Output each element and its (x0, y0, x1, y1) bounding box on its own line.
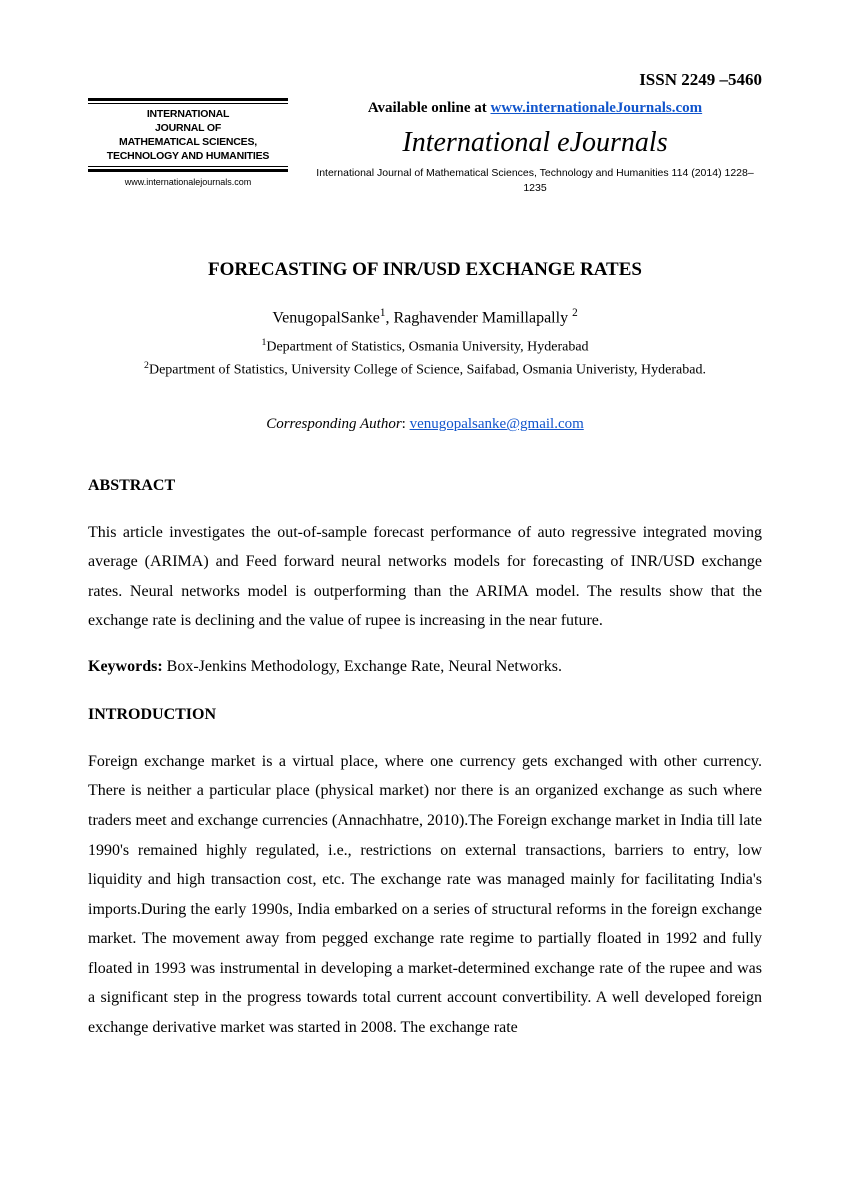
logo-line1: INTERNATIONAL (147, 108, 229, 120)
author-2-sup: 2 (572, 307, 578, 319)
citation-line: International Journal of Mathematical Sc… (308, 166, 762, 195)
paper-title: FORECASTING OF INR/USD EXCHANGE RATES (88, 257, 762, 284)
affil-2-text: Department of Statistics, University Col… (149, 363, 706, 378)
journal-website-link[interactable]: www.internationaleJournals.com (490, 100, 702, 116)
authors-line: VenugopalSanke1, Raghavender Mamillapall… (88, 306, 762, 330)
logo-line3: MATHEMATICAL SCIENCES, (119, 136, 257, 148)
affil-1-text: Department of Statistics, Osmania Univer… (266, 339, 588, 354)
keywords-line: Keywords: Box-Jenkins Methodology, Excha… (88, 656, 762, 678)
abstract-heading: ABSTRACT (88, 475, 762, 497)
logo-line4: TECHNOLOGY AND HUMANITIES (107, 150, 269, 162)
author-1: VenugopalSanke (272, 309, 380, 326)
introduction-heading: INTRODUCTION (88, 704, 762, 726)
logo-url: www.internationalejournals.com (88, 176, 288, 189)
abstract-text: This article investigates the out-of-sam… (88, 518, 762, 636)
journal-logo: INTERNATIONAL JOURNAL OF MATHEMATICAL SC… (88, 98, 288, 189)
issn-label: ISSN 2249 –5460 (88, 68, 762, 92)
avail-prefix: Available online at (368, 100, 491, 116)
keywords-text: Box-Jenkins Methodology, Exchange Rate, … (163, 658, 562, 675)
corr-sep: : (402, 416, 410, 432)
logo-line2: JOURNAL OF (155, 122, 221, 134)
introduction-text: Foreign exchange market is a virtual pla… (88, 747, 762, 1043)
corr-label: Corresponding Author (266, 416, 401, 432)
affiliation-1: 1Department of Statistics, Osmania Unive… (88, 336, 762, 357)
brand-name: International eJournals (308, 123, 762, 162)
affiliation-2: 2Department of Statistics, University Co… (88, 359, 762, 380)
corr-email-link[interactable]: venugopalsanke@gmail.com (410, 416, 584, 432)
corresponding-author: Corresponding Author: venugopalsanke@gma… (88, 414, 762, 435)
logo-text: INTERNATIONAL JOURNAL OF MATHEMATICAL SC… (88, 107, 288, 164)
available-online: Available online at www.internationaleJo… (308, 98, 762, 119)
logo-box: INTERNATIONAL JOURNAL OF MATHEMATICAL SC… (88, 98, 288, 173)
header-info: Available online at www.internationaleJo… (308, 98, 762, 196)
header-row: INTERNATIONAL JOURNAL OF MATHEMATICAL SC… (88, 98, 762, 196)
keywords-label: Keywords: (88, 658, 163, 675)
author-2: Raghavender Mamillapally (393, 309, 572, 326)
